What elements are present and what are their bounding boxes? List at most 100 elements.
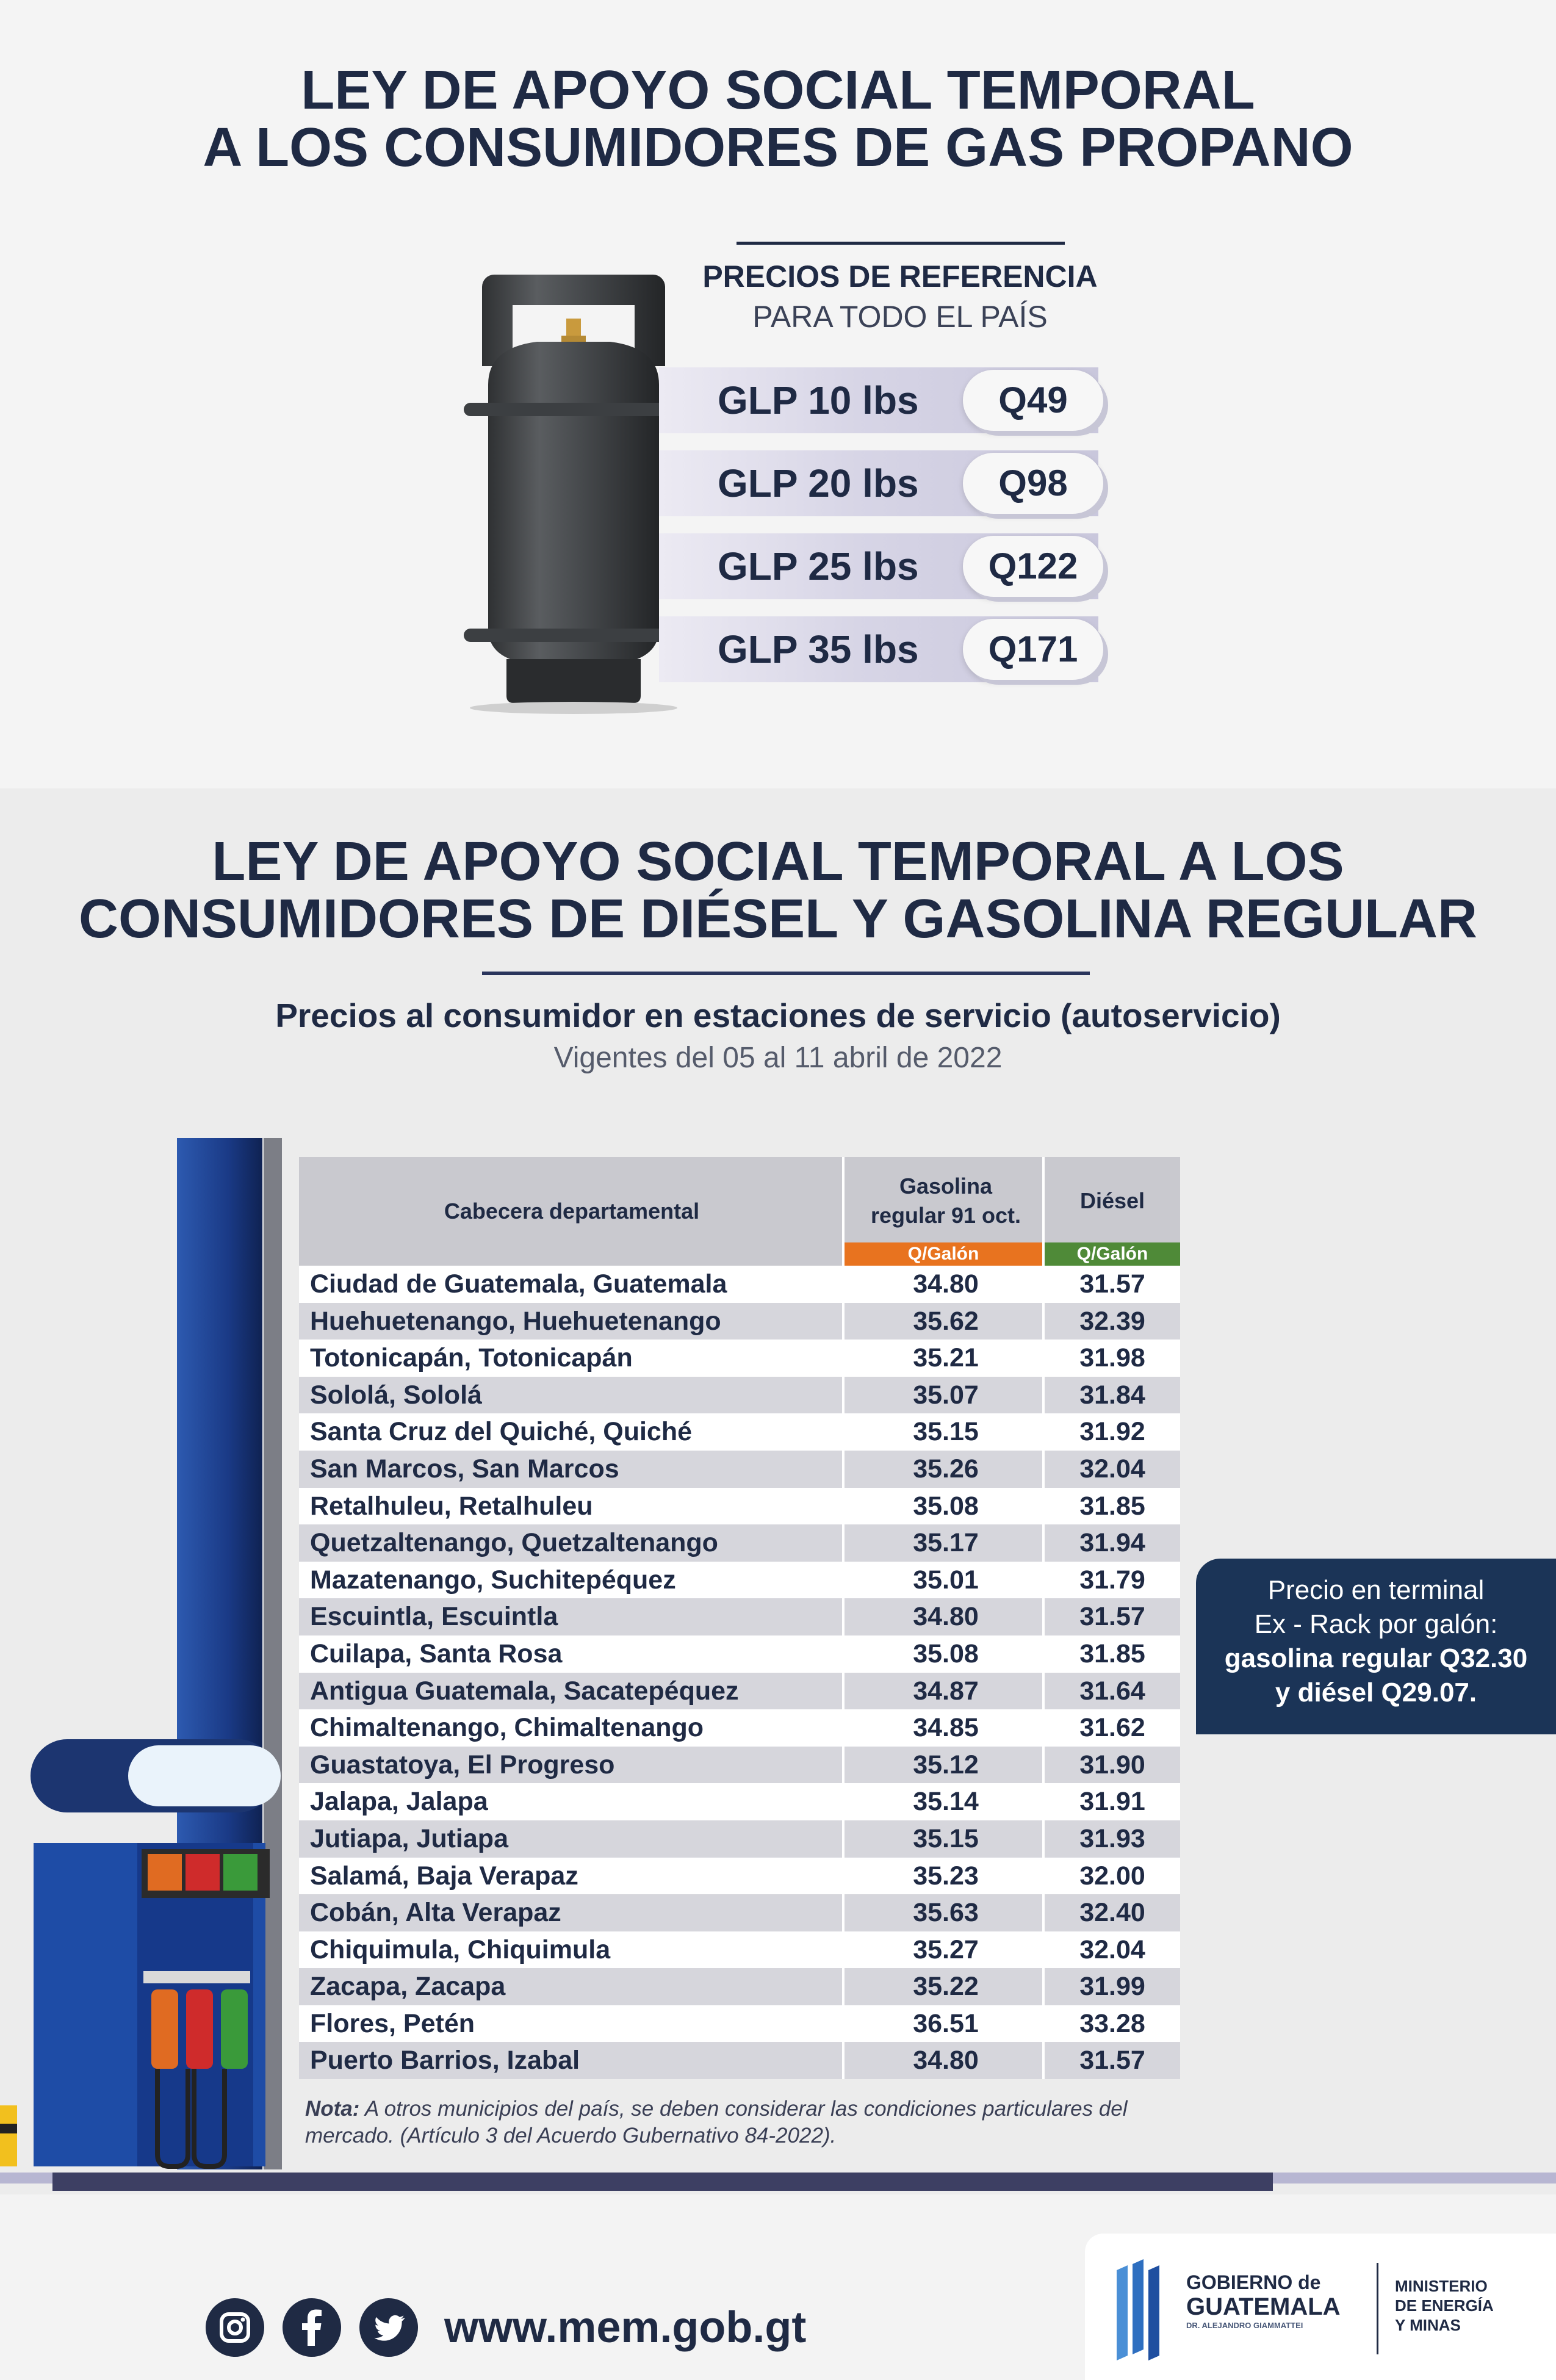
gas-station-illustration: [0, 1138, 282, 2169]
cell-diesel-price: 31.98: [1079, 1343, 1145, 1373]
table-row: Santa Cruz del Quiché, Quiché 35.15 31.92: [299, 1413, 1180, 1451]
cell-gas-price: 35.12: [913, 1750, 979, 1780]
header-divider: [842, 1157, 845, 1266]
ministry-line2: DE ENERGÍA: [1395, 2296, 1494, 2315]
cell-diesel-price: 32.04: [1079, 1935, 1145, 1964]
table-row: Quetzaltenango, Quetzaltenango 35.17 31.94: [299, 1524, 1180, 1562]
fuel-validity: Vigentes del 05 al 11 abril de 2022: [553, 1042, 1003, 1074]
column-divider: [842, 1413, 845, 1451]
table-row: Totonicapán, Totonicapán 35.21 31.98: [299, 1340, 1180, 1377]
cell-city: Totonicapán, Totonicapán: [310, 1343, 633, 1373]
column-divider: [842, 1635, 845, 1673]
glp-price-20: Q98: [963, 453, 1103, 514]
unit-gas: Q/Galón: [845, 1242, 1042, 1266]
note-text: A otros municipios del país, se deben co…: [305, 2097, 1128, 2147]
instagram-icon[interactable]: [206, 2298, 264, 2357]
column-divider: [1042, 1635, 1045, 1673]
ministry-line3: Y MINAS: [1395, 2316, 1461, 2334]
table-row: Puerto Barrios, Izabal 34.80 31.57: [299, 2042, 1180, 2080]
col-header-gas: Gasolina regular 91 oct.: [845, 1172, 1047, 1230]
cell-gas-price: 34.80: [913, 1602, 979, 1632]
table-row: Sololá, Sololá 35.07 31.84: [299, 1376, 1180, 1414]
col-header-diesel: Diésel: [1079, 1188, 1145, 1213]
fuel-title: LEY DE APOYO SOCIAL TEMPORAL A LOS CONSU…: [0, 831, 1556, 950]
cell-diesel-price: 32.39: [1079, 1306, 1145, 1336]
col-header-city: Cabecera departamental: [444, 1199, 700, 1224]
cell-diesel-price: 31.93: [1079, 1823, 1145, 1853]
cell-city: Guastatoya, El Progreso: [310, 1750, 615, 1780]
terminal-line1: Precio en terminal: [1267, 1575, 1485, 1605]
column-divider: [1042, 2042, 1045, 2080]
table-header: Cabecera departamental Gasolina regular …: [299, 1157, 1180, 1266]
ref-heading: PRECIOS DE REFERENCIA: [702, 259, 1098, 294]
ministry-line1: MINISTERIO: [1395, 2277, 1488, 2295]
column-divider: [1042, 1709, 1045, 1747]
column-divider: [842, 1783, 845, 1820]
column-divider: [842, 1561, 845, 1599]
table-row: Guastatoya, El Progreso 35.12 31.90: [299, 1746, 1180, 1784]
column-divider: [842, 1931, 845, 1969]
twitter-icon[interactable]: [359, 2298, 418, 2357]
table-row: Jalapa, Jalapa 35.14 31.91: [299, 1783, 1180, 1820]
glp-label-10: GLP 10 lbs: [718, 378, 919, 422]
table-row: Jutiapa, Jutiapa 35.15 31.93: [299, 1820, 1180, 1858]
column-divider: [1042, 1340, 1045, 1377]
table-row: Huehuetenango, Huehuetenango 35.62 32.39: [299, 1302, 1180, 1340]
cell-city: Retalhuleu, Retalhuleu: [310, 1491, 593, 1521]
column-divider: [842, 1524, 845, 1562]
cell-diesel-price: 31.85: [1079, 1491, 1145, 1521]
table-body: Ciudad de Guatemala, Guatemala 34.80 31.57…: [299, 1266, 1180, 2080]
cell-city: Chiquimula, Chiquimula: [310, 1935, 611, 1964]
column-divider: [1042, 1857, 1045, 1895]
column-divider: [842, 1266, 845, 1303]
column-divider: [1042, 1450, 1045, 1488]
cell-diesel-price: 33.28: [1079, 2008, 1145, 2038]
cell-diesel-price: 31.84: [1079, 1380, 1145, 1410]
column-divider: [1042, 1672, 1045, 1710]
column-divider: [842, 2005, 845, 2043]
cell-gas-price: 35.26: [913, 1454, 979, 1484]
table-row: Escuintla, Escuintla 34.80 31.57: [299, 1598, 1180, 1635]
column-divider: [842, 1598, 845, 1635]
glp-price-10: Q49: [963, 370, 1103, 431]
column-divider: [1042, 2005, 1045, 2043]
cell-gas-price: 35.17: [913, 1528, 979, 1558]
website-link[interactable]: www.mem.gob.gt: [444, 2303, 807, 2352]
cell-diesel-price: 31.62: [1079, 1713, 1145, 1743]
table-row: Ciudad de Guatemala, Guatemala 34.80 31.57: [299, 1266, 1180, 1303]
table-row: Cuilapa, Santa Rosa 35.08 31.85: [299, 1635, 1180, 1673]
column-divider: [842, 1672, 845, 1710]
cell-city: Escuintla, Escuintla: [310, 1602, 558, 1632]
logo-separator: [1377, 2263, 1378, 2354]
table-row: Zacapa, Zacapa 35.22 31.99: [299, 1968, 1180, 2005]
column-divider: [1042, 1598, 1045, 1635]
table-row: San Marcos, San Marcos 35.26 32.04: [299, 1450, 1180, 1488]
fuel-price-table: Cabecera departamental Gasolina regular …: [299, 1157, 1180, 2080]
fuel-divider: [482, 972, 1090, 975]
header-divider: [1042, 1157, 1045, 1266]
terminal-line2: Ex - Rack por galón:: [1254, 1609, 1498, 1639]
facebook-icon[interactable]: [283, 2298, 341, 2357]
cell-city: Zacapa, Zacapa: [310, 1972, 506, 2002]
fuel-title-line1: LEY DE APOYO SOCIAL TEMPORAL A LOS: [212, 831, 1344, 892]
fuel-title-line2: CONSUMIDORES DE DIÉSEL Y GASOLINA REGULA…: [79, 888, 1477, 950]
column-divider: [1042, 1413, 1045, 1451]
column-divider: [1042, 1820, 1045, 1858]
cell-diesel-price: 31.99: [1079, 1972, 1145, 2002]
column-divider: [842, 1376, 845, 1414]
column-divider: [1042, 1376, 1045, 1414]
column-divider: [842, 1746, 845, 1784]
table-row: Retalhuleu, Retalhuleu 35.08 31.85: [299, 1487, 1180, 1525]
cell-diesel-price: 32.40: [1079, 1898, 1145, 1928]
table-row: Salamá, Baja Verapaz 35.23 32.00: [299, 1857, 1180, 1895]
column-divider: [842, 1820, 845, 1858]
column-divider: [1042, 1746, 1045, 1784]
cell-gas-price: 35.62: [913, 1306, 979, 1336]
cell-diesel-price: 31.90: [1079, 1750, 1145, 1780]
column-divider: [842, 1487, 845, 1525]
cell-diesel-price: 31.79: [1079, 1565, 1145, 1595]
cell-city: Jutiapa, Jutiapa: [310, 1823, 508, 1853]
ground-bar: [52, 2173, 1273, 2191]
column-divider: [1042, 1487, 1045, 1525]
propane-cylinder-icon: [464, 275, 683, 714]
